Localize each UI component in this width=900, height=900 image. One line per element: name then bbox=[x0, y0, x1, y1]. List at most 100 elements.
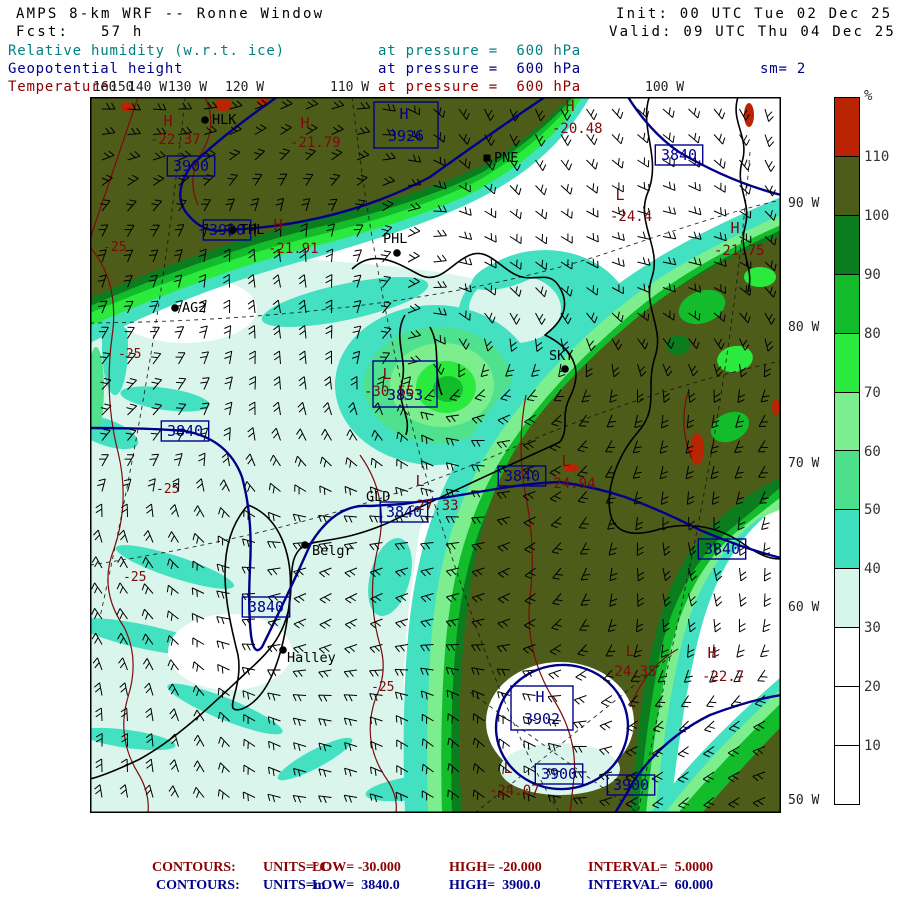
wind-barb bbox=[586, 158, 598, 170]
wind-barb-glyph bbox=[216, 640, 230, 650]
wind-barb-glyph bbox=[191, 612, 205, 623]
wind-barb-glyph bbox=[660, 644, 669, 658]
wind-barb bbox=[350, 376, 358, 390]
wind-barb bbox=[277, 173, 288, 186]
wind-barb bbox=[458, 182, 471, 193]
temp-center-symbol: H bbox=[300, 114, 309, 132]
wind-barb bbox=[633, 644, 643, 658]
wind-barb-glyph bbox=[586, 258, 599, 269]
wind-barb-glyph bbox=[662, 231, 677, 240]
wind-barb bbox=[254, 124, 267, 135]
wind-barb bbox=[141, 608, 154, 620]
wind-barb-glyph bbox=[524, 542, 536, 554]
wind-barb bbox=[243, 509, 256, 520]
wind-barb bbox=[217, 711, 230, 723]
wind-barb bbox=[683, 669, 693, 683]
wind-barb-glyph bbox=[420, 690, 434, 700]
wind-barb-glyph bbox=[224, 350, 233, 365]
field-level: at pressure = 600 hPa bbox=[378, 43, 582, 59]
wind-barb-glyph bbox=[273, 350, 281, 365]
wind-barb bbox=[247, 299, 256, 314]
wind-barb-glyph bbox=[630, 669, 641, 682]
wind-barb bbox=[421, 460, 434, 470]
wind-barb bbox=[420, 411, 434, 420]
wind-barb bbox=[200, 402, 210, 416]
wind-barb bbox=[322, 402, 332, 416]
wind-barb-glyph bbox=[223, 325, 232, 339]
temp-center-value: -24.4 bbox=[610, 209, 652, 225]
wind-barb bbox=[272, 299, 281, 314]
wind-barb-glyph bbox=[634, 414, 643, 429]
wind-barb bbox=[225, 198, 235, 212]
wind-barb bbox=[223, 299, 231, 314]
temp-contour-inline-label: -25 bbox=[123, 570, 146, 585]
wind-barb bbox=[327, 198, 338, 212]
wind-barb-glyph bbox=[474, 389, 486, 401]
wind-barb bbox=[227, 173, 238, 186]
wind-barb bbox=[471, 516, 485, 524]
wind-barb-glyph bbox=[95, 758, 103, 773]
wind-barb bbox=[369, 486, 383, 496]
height-contour-label-box bbox=[534, 763, 584, 785]
wind-barb-glyph bbox=[370, 740, 383, 751]
wind-barb bbox=[458, 133, 471, 145]
wind-barb-glyph bbox=[318, 542, 332, 551]
wind-barb bbox=[217, 535, 230, 546]
wind-barb bbox=[318, 768, 332, 777]
wind-barb-glyph bbox=[217, 789, 230, 800]
height-contour-label: 3840 bbox=[704, 540, 740, 558]
wind-barb bbox=[407, 303, 421, 314]
wind-barb-glyph bbox=[97, 249, 107, 263]
wind-barb bbox=[343, 694, 358, 702]
wind-barb-glyph bbox=[433, 132, 446, 143]
wind-barb-glyph bbox=[201, 199, 211, 212]
wind-barb-glyph bbox=[216, 563, 230, 573]
wind-barb-glyph bbox=[764, 338, 774, 352]
wind-barb-glyph bbox=[734, 440, 744, 454]
wind-barb-glyph bbox=[224, 376, 233, 390]
wind-barb-glyph bbox=[711, 414, 720, 429]
wind-barb-glyph bbox=[433, 156, 446, 167]
wind-barb-glyph bbox=[382, 152, 396, 161]
wind-barb bbox=[245, 453, 256, 467]
wind-barb-glyph bbox=[167, 659, 179, 671]
wind-barb bbox=[120, 707, 128, 722]
wind-barb bbox=[734, 465, 744, 479]
wind-barb bbox=[611, 311, 624, 323]
wind-barb bbox=[193, 760, 205, 773]
wind-barb-glyph bbox=[101, 174, 113, 186]
wind-barb-glyph bbox=[229, 124, 242, 135]
longitude-label: 110 W bbox=[330, 80, 370, 95]
wind-barb bbox=[91, 582, 103, 594]
wind-barb-glyph bbox=[396, 739, 409, 750]
wind-barb-glyph bbox=[760, 389, 770, 403]
wind-barb-glyph bbox=[471, 439, 485, 447]
wind-barb bbox=[445, 414, 460, 423]
wind-barb-glyph bbox=[709, 669, 719, 683]
wind-barb-glyph bbox=[626, 720, 638, 732]
wind-barb-glyph bbox=[325, 274, 333, 288]
wind-barb-glyph bbox=[167, 558, 179, 570]
wind-barb-glyph bbox=[267, 766, 281, 776]
wind-barb-glyph bbox=[124, 454, 135, 467]
wind-barb-glyph bbox=[662, 310, 675, 321]
wind-barb-glyph bbox=[560, 208, 573, 219]
wind-barb bbox=[241, 643, 256, 651]
wind-barb-glyph bbox=[248, 401, 256, 416]
wind-barb bbox=[764, 234, 777, 246]
wind-barb-glyph bbox=[274, 223, 282, 237]
wind-barb-glyph bbox=[376, 376, 385, 390]
wind-barb-glyph bbox=[218, 762, 230, 774]
wind-barb bbox=[298, 299, 307, 314]
wind-barb-glyph bbox=[101, 102, 116, 110]
wind-barb-glyph bbox=[738, 618, 746, 633]
wind-barb-glyph bbox=[407, 226, 421, 237]
wind-barb-glyph bbox=[371, 429, 383, 441]
wind-barb bbox=[218, 762, 230, 774]
wind-barb-glyph bbox=[293, 644, 307, 654]
wind-barb-glyph bbox=[318, 694, 332, 702]
wind-barb bbox=[345, 457, 358, 468]
wind-barb-glyph bbox=[739, 134, 751, 146]
wind-barb-glyph bbox=[586, 312, 598, 324]
wind-barb-glyph bbox=[662, 256, 677, 266]
